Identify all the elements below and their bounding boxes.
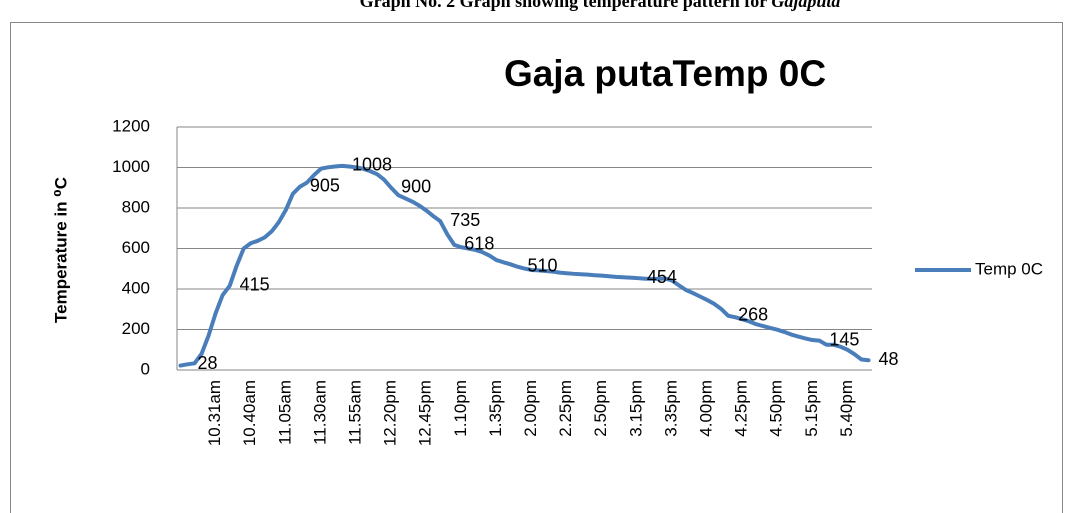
caption-text: Graph No. 2 Graph showing temperature pa… <box>360 0 772 11</box>
x-tick-label: 10.31am <box>205 380 224 446</box>
x-tick-label: 3.35pm <box>661 380 680 437</box>
x-tick-label: 3.15pm <box>626 380 645 437</box>
x-tick-label: 11.05am <box>275 380 294 445</box>
data-label: 28 <box>198 353 218 373</box>
y-axis-label: Temperature in ⁰C <box>51 177 70 323</box>
x-tick-label: 11.55am <box>345 380 364 445</box>
data-label: 900 <box>401 177 431 197</box>
x-tick-label: 2.50pm <box>591 380 610 437</box>
x-tick-label: 5.15pm <box>802 380 821 437</box>
legend-label: Temp 0C <box>975 259 1043 278</box>
data-label: 735 <box>450 210 480 230</box>
x-tick-label: 12.20pm <box>381 380 400 446</box>
data-label: 268 <box>738 304 768 324</box>
data-label: 415 <box>240 275 270 295</box>
y-tick-label: 800 <box>122 197 150 216</box>
data-label: 1008 <box>352 155 392 175</box>
series-line <box>178 163 871 368</box>
y-tick-label: 1200 <box>112 116 150 135</box>
data-label: 145 <box>829 329 859 349</box>
data-label: 510 <box>527 255 557 275</box>
x-tick-label: 4.50pm <box>767 380 786 437</box>
x-tick-label: 11.30am <box>310 380 329 445</box>
y-tick-label: 200 <box>122 319 150 338</box>
x-tick-label: 1.10pm <box>451 380 470 437</box>
data-label: 618 <box>464 234 494 254</box>
x-tick-label: 4.25pm <box>732 380 751 437</box>
x-tick-label: 2.25pm <box>556 380 575 437</box>
x-tick-label: 4.00pm <box>697 380 716 437</box>
chart-border <box>10 22 1063 513</box>
y-tick-label: 0 <box>141 359 150 378</box>
y-tick-label: 1000 <box>112 157 150 176</box>
x-tick-label: 10.40am <box>240 380 259 446</box>
data-label: 48 <box>878 349 898 369</box>
x-tick-label: 5.40pm <box>837 380 856 437</box>
chart-title: Gaja putaTemp 0C <box>504 53 826 94</box>
data-label: 905 <box>310 175 340 195</box>
caption: Graph No. 2 Graph showing temperature pa… <box>360 0 841 11</box>
y-tick-label: 600 <box>122 238 150 257</box>
caption-emphasis: Gajaputa <box>771 0 840 11</box>
x-tick-label: 2.00pm <box>521 380 540 437</box>
x-tick-label: 1.35pm <box>486 380 505 437</box>
y-tick-label: 400 <box>122 278 150 297</box>
data-label: 454 <box>647 267 677 287</box>
x-tick-label: 12.45pm <box>416 380 435 446</box>
